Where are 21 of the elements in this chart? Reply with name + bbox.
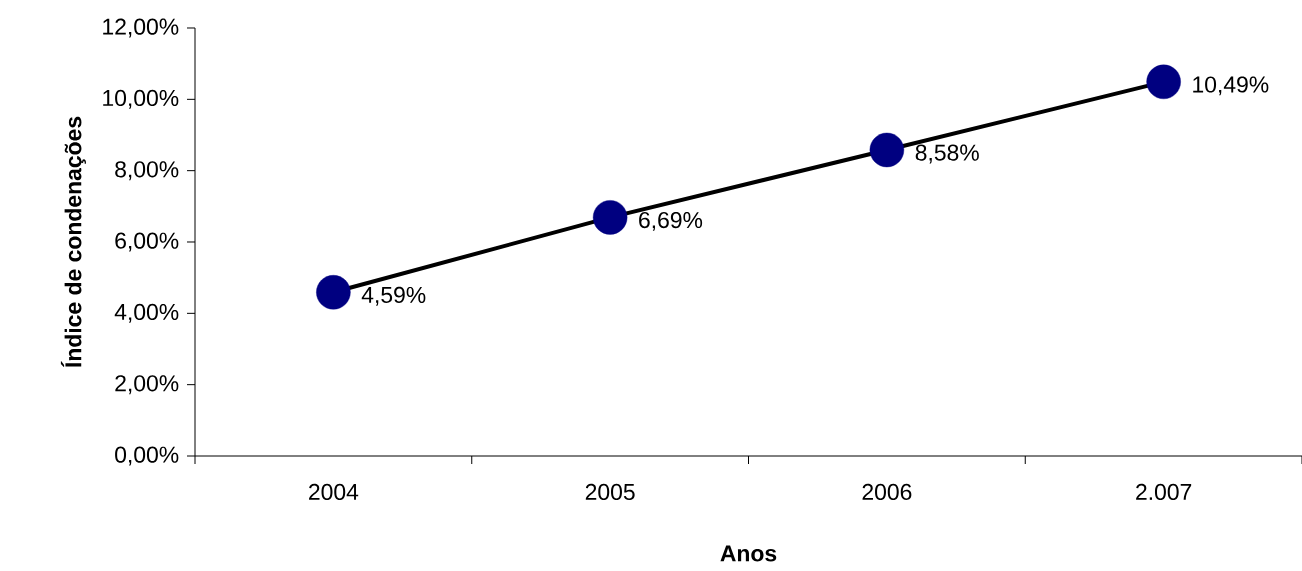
y-tick-label: 12,00% bbox=[103, 18, 179, 38]
data-label: 10,49% bbox=[1193, 76, 1269, 96]
x-tick-label: 2004 bbox=[309, 483, 359, 501]
data-label: 6,69% bbox=[639, 211, 703, 231]
point bbox=[592, 200, 628, 235]
y-tick-label: 4,00% bbox=[114, 303, 179, 323]
point bbox=[1146, 64, 1181, 100]
y-tick-label: 0,00% bbox=[115, 446, 179, 466]
y-tick-label: 8,00% bbox=[115, 161, 179, 181]
x-axis-title: Anos bbox=[720, 545, 777, 562]
point bbox=[869, 132, 905, 168]
data-label: 4,59% bbox=[361, 286, 426, 306]
y-tick-label: 10,00% bbox=[103, 89, 179, 109]
x-tick-label: 2.007 bbox=[1136, 483, 1192, 501]
data-label: 8,58% bbox=[915, 144, 979, 164]
x-tick-label: 2006 bbox=[862, 483, 912, 501]
point bbox=[316, 275, 351, 310]
x-tick-label: 2005 bbox=[585, 483, 635, 501]
y-tick-label: 2,00% bbox=[115, 375, 179, 395]
y-tick-label: 6,00% bbox=[115, 232, 179, 252]
y-axis-title: Índice de condenações bbox=[60, 116, 86, 367]
